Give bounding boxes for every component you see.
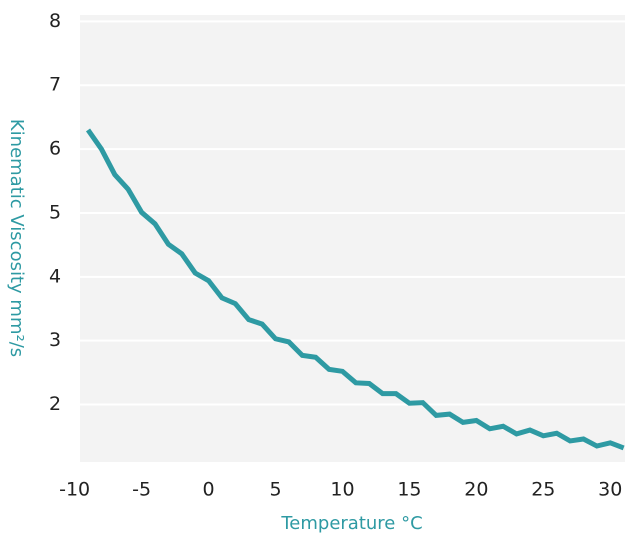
x-tick-label: 0: [203, 479, 215, 501]
x-tick-label: -5: [132, 479, 151, 501]
y-tick-label: 6: [49, 138, 61, 160]
x-tick-label: 5: [269, 479, 281, 501]
y-axis-title: Kinematic Viscosity mm²/s: [6, 119, 27, 357]
plot-area: [80, 15, 625, 462]
y-tick-label: 4: [49, 265, 61, 287]
data-line: [85, 128, 625, 451]
x-tick-label: 15: [397, 479, 421, 501]
x-tick-label: -10: [59, 479, 90, 501]
x-tick-label: 20: [464, 479, 488, 501]
y-tick-label: 3: [49, 329, 61, 351]
x-tick-label: 10: [330, 479, 354, 501]
y-tick-label: 8: [49, 10, 61, 32]
y-tick-label: 2: [49, 393, 61, 415]
x-tick-label: 30: [598, 479, 622, 501]
y-tick-label: 5: [49, 201, 61, 223]
x-tick-label: 25: [531, 479, 555, 501]
x-axis-title: Temperature °C: [280, 513, 422, 534]
y-tick-label: 7: [49, 74, 61, 96]
